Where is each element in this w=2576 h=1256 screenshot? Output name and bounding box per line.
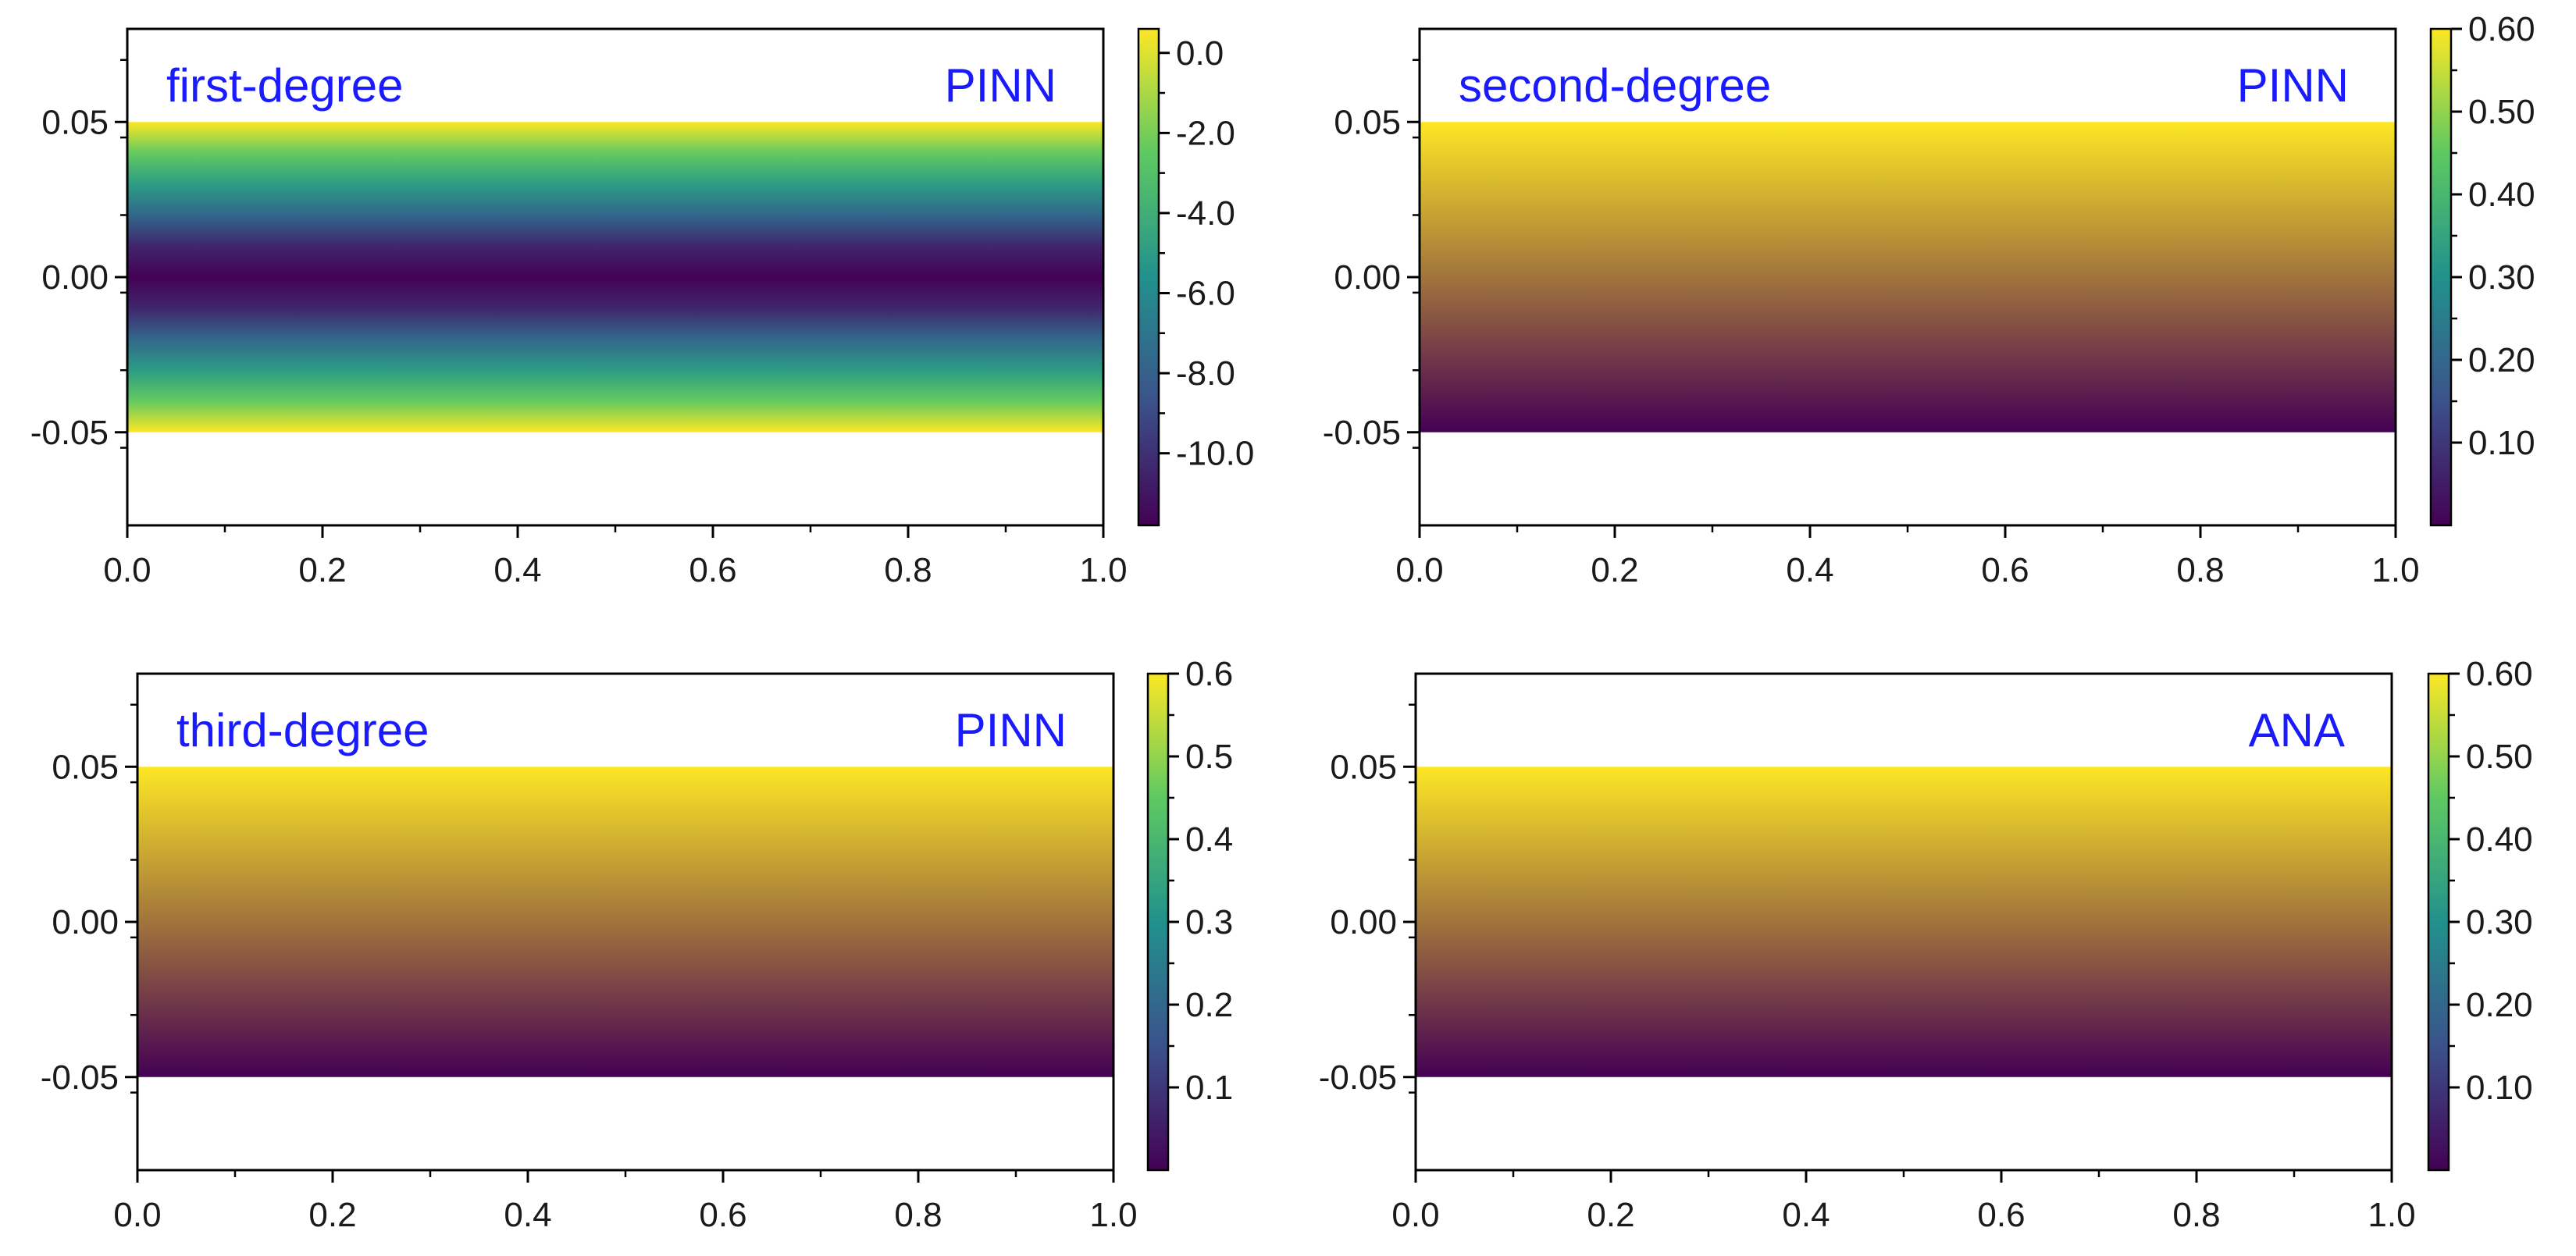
x-tick-label: 0.8: [884, 551, 932, 589]
colorbar-tick-label: 0.60: [2468, 10, 2535, 48]
colorbar-tick-label: 0.2: [1185, 986, 1233, 1024]
panel-method-label: PINN: [2237, 59, 2349, 112]
heatmap-field: [1420, 122, 2396, 432]
colorbar-tick-label: 0.40: [2466, 820, 2533, 859]
x-tick-label: 0.4: [504, 1196, 551, 1234]
colorbar-tick-label: 0.3: [1185, 903, 1233, 941]
colorbar-tick-label: -4.0: [1176, 194, 1235, 233]
y-tick-label: -0.05: [1319, 1059, 1397, 1097]
heatmap-field: [127, 122, 1103, 432]
colorbar-tick-label: 0.10: [2468, 424, 2535, 462]
y-tick-label: 0.00: [1334, 258, 1401, 297]
colorbar: 0.60 0.50 0.40 0.30 0.20 0.10: [2429, 10, 2535, 527]
x-tick-label: 0.6: [699, 1196, 746, 1234]
x-tick-label: 0.2: [308, 1196, 356, 1234]
y-tick-label: 0.00: [1330, 903, 1397, 941]
x-tick-label: 0.6: [1981, 551, 2029, 589]
colorbar: 0.6 0.5 0.4 0.3 0.2 0.1: [1146, 655, 1233, 1172]
colorbar-tick-label: 0.5: [1185, 738, 1233, 776]
x-tick-label: 0.0: [1391, 1196, 1439, 1234]
panel-degree-label: third-degree: [176, 704, 429, 756]
panel-method-label: PINN: [955, 704, 1067, 756]
colorbar-gradient: [1146, 672, 1170, 1172]
y-tick-label: -0.05: [41, 1059, 119, 1097]
colorbar-tick-label: 0.60: [2466, 655, 2533, 693]
colorbar-tick-label: 0.1: [1185, 1069, 1233, 1107]
x-tick-label: 1.0: [2371, 551, 2419, 589]
x-tick-label: 0.6: [689, 551, 736, 589]
x-tick-label: 0.8: [2176, 551, 2224, 589]
colorbar-tick-label: 0.30: [2466, 903, 2533, 941]
heatmap-field: [137, 767, 1113, 1077]
panel-degree-label: second-degree: [1459, 59, 1771, 112]
y-tick-label: 0.05: [1334, 103, 1401, 141]
colorbar-tick-label: 0.20: [2466, 986, 2533, 1024]
x-tick-label: 0.2: [298, 551, 346, 589]
y-tick-label: 0.05: [41, 103, 109, 141]
colorbar-tick-label: 0.50: [2468, 93, 2535, 131]
y-tick-label: 0.05: [1330, 748, 1397, 786]
heatmap-panel-3: 0.0 0.2 0.4 0.6 0.8 1.0 0.05 0.00 -0.05 third-deg…: [41, 655, 1233, 1234]
colorbar-tick-label: 0.0: [1176, 34, 1224, 73]
x-tick-label: 0.0: [1395, 551, 1443, 589]
x-tick-label: 0.4: [1786, 551, 1833, 589]
panel-method-label: PINN: [945, 59, 1056, 112]
x-tick-label: 1.0: [2368, 1196, 2415, 1234]
heatmap-panel-2: 0.0 0.2 0.4 0.6 0.8 1.0 0.05 0.00 -0.05 second-de…: [1323, 10, 2535, 589]
y-tick-label: -0.05: [1323, 414, 1401, 452]
colorbar-tick-label: 0.20: [2468, 341, 2535, 379]
colorbar-gradient: [2427, 672, 2450, 1172]
colorbar-tick-label: 0.6: [1185, 655, 1233, 693]
colorbar: 0.60 0.50 0.40 0.30 0.20 0.10: [2427, 655, 2533, 1172]
y-tick-label: 0.05: [52, 748, 119, 786]
heatmap-panel-4: 0.0 0.2 0.4 0.6 0.8 1.00.050.00-0.05ANA0.600.…: [1319, 655, 2533, 1234]
x-tick-label: 0.8: [2172, 1196, 2220, 1234]
x-tick-label: 1.0: [1079, 551, 1127, 589]
colorbar-tick-label: -8.0: [1176, 354, 1235, 393]
heatmap-panel-1: 0.0 0.2 0.4 0.6 0.8 1.0 0.05 0.00 -0.05 first-deg…: [30, 27, 1254, 589]
x-tick-label: 1.0: [1089, 1196, 1137, 1234]
x-tick-label: 0.6: [1977, 1196, 2025, 1234]
colorbar-tick-label: -6.0: [1176, 275, 1235, 313]
y-tick-label: 0.00: [52, 903, 119, 941]
colorbar-tick-label: -10.0: [1176, 435, 1254, 473]
panel-method-label: ANA: [2249, 704, 2345, 756]
x-tick-label: 0.4: [493, 551, 541, 589]
colorbar-gradient: [2429, 27, 2453, 527]
y-tick-label: -0.05: [30, 414, 109, 452]
x-tick-label: 0.0: [113, 1196, 161, 1234]
x-tick-label: 0.2: [1591, 551, 1638, 589]
y-tick-label: 0.00: [41, 258, 109, 297]
x-tick-label: 0.2: [1587, 1196, 1634, 1234]
x-tick-label: 0.4: [1782, 1196, 1830, 1234]
colorbar: 0.0 -2.0 -4.0 -6.0 -8.0 -10.0: [1137, 27, 1254, 527]
heatmap-field: [1416, 767, 2392, 1077]
colorbar-tick-label: 0.10: [2466, 1069, 2533, 1107]
panel-degree-label: first-degree: [166, 59, 403, 112]
colorbar-tick-label: 0.50: [2466, 738, 2533, 776]
colorbar-tick-label: 0.40: [2468, 176, 2535, 214]
x-tick-label: 0.0: [103, 551, 151, 589]
colorbar-tick-label: 0.4: [1185, 820, 1233, 859]
x-tick-label: 0.8: [894, 1196, 942, 1234]
colorbar-tick-label: 0.30: [2468, 258, 2535, 297]
colorbar-gradient: [1137, 27, 1160, 527]
colorbar-tick-label: -2.0: [1176, 114, 1235, 152]
